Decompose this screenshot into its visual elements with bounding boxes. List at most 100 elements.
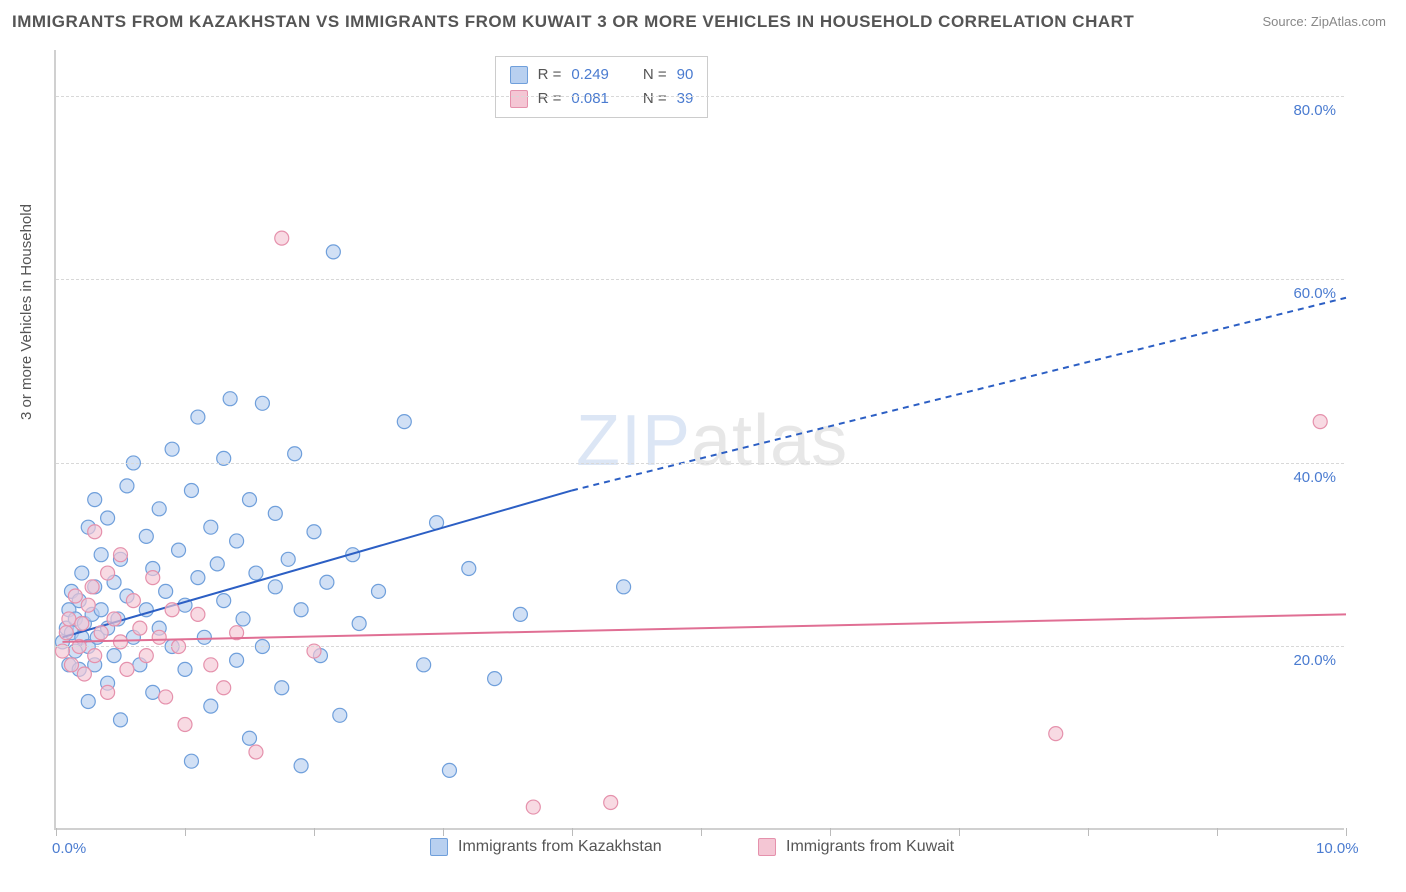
data-point	[75, 617, 89, 631]
data-point	[294, 603, 308, 617]
series-legend-item: Immigrants from Kazakhstan	[430, 838, 662, 856]
data-point	[223, 392, 237, 406]
data-point	[62, 612, 76, 626]
data-point	[191, 410, 205, 424]
legend-swatch	[510, 66, 528, 84]
data-point	[81, 598, 95, 612]
data-point	[114, 548, 128, 562]
series-legend-item: Immigrants from Kuwait	[758, 838, 954, 856]
data-point	[352, 617, 366, 631]
data-point	[268, 580, 282, 594]
data-point	[230, 653, 244, 667]
data-point	[333, 708, 347, 722]
data-point	[107, 612, 121, 626]
data-point	[268, 506, 282, 520]
data-point	[397, 415, 411, 429]
data-point	[197, 630, 211, 644]
data-point	[159, 690, 173, 704]
x-tick-mark	[1088, 828, 1089, 836]
data-point	[114, 713, 128, 727]
data-point	[120, 662, 134, 676]
data-point	[139, 529, 153, 543]
data-point	[59, 626, 73, 640]
correlation-legend: R =0.249N =90R =0.081N =39	[495, 56, 709, 118]
data-point	[101, 685, 115, 699]
data-point	[139, 649, 153, 663]
grid-line	[56, 463, 1344, 464]
data-point	[230, 534, 244, 548]
x-tick-label: 0.0%	[52, 840, 86, 857]
grid-line	[56, 96, 1344, 97]
data-point	[146, 685, 160, 699]
series-label: Immigrants from Kazakhstan	[458, 838, 662, 856]
x-tick-mark	[701, 828, 702, 836]
data-point	[178, 662, 192, 676]
series-label: Immigrants from Kuwait	[786, 838, 954, 856]
legend-swatch	[510, 90, 528, 108]
x-tick-mark	[185, 828, 186, 836]
trend-line-solid	[62, 614, 1346, 642]
data-point	[249, 745, 263, 759]
x-tick-mark	[830, 828, 831, 836]
data-point	[288, 447, 302, 461]
x-tick-mark	[1217, 828, 1218, 836]
x-tick-mark	[959, 828, 960, 836]
legend-stat-row: R =0.081N =39	[510, 87, 694, 111]
data-point	[101, 511, 115, 525]
x-tick-label: 10.0%	[1316, 840, 1359, 857]
data-point	[178, 717, 192, 731]
data-point	[184, 483, 198, 497]
y-tick-label: 20.0%	[1293, 652, 1336, 669]
trend-line-dashed	[572, 298, 1346, 491]
data-point	[307, 525, 321, 539]
scatter-chart: ZIPatlas R =0.249N =90R =0.081N =39 20.0…	[54, 50, 1344, 830]
data-point	[191, 571, 205, 585]
source-attribution: Source: ZipAtlas.com	[1262, 14, 1386, 29]
x-tick-mark	[1346, 828, 1347, 836]
data-point	[513, 607, 527, 621]
r-value: 0.081	[571, 87, 609, 111]
grid-line	[56, 279, 1344, 280]
data-point	[94, 548, 108, 562]
chart-title: IMMIGRANTS FROM KAZAKHSTAN VS IMMIGRANTS…	[12, 12, 1134, 32]
trend-line-solid	[62, 490, 572, 637]
data-point	[210, 557, 224, 571]
r-value: 0.249	[571, 63, 609, 87]
data-point	[526, 800, 540, 814]
data-point	[172, 543, 186, 557]
data-point	[77, 667, 91, 681]
data-point	[1049, 727, 1063, 741]
n-value: 90	[677, 63, 694, 87]
data-point	[320, 575, 334, 589]
data-point	[159, 584, 173, 598]
data-point	[326, 245, 340, 259]
data-point	[372, 584, 386, 598]
r-label: R =	[538, 63, 562, 87]
data-point	[94, 603, 108, 617]
data-point	[101, 566, 115, 580]
data-point	[85, 580, 99, 594]
data-point	[133, 621, 147, 635]
x-tick-mark	[314, 828, 315, 836]
n-value: 39	[677, 87, 694, 111]
legend-swatch	[430, 838, 448, 856]
data-point	[165, 442, 179, 456]
data-point	[217, 594, 231, 608]
data-point	[275, 681, 289, 695]
x-tick-mark	[572, 828, 573, 836]
data-point	[152, 630, 166, 644]
data-point	[184, 754, 198, 768]
data-point	[204, 699, 218, 713]
data-point	[488, 672, 502, 686]
data-point	[275, 231, 289, 245]
x-tick-mark	[443, 828, 444, 836]
data-point	[68, 589, 82, 603]
data-point	[617, 580, 631, 594]
y-tick-label: 40.0%	[1293, 469, 1336, 486]
data-point	[146, 571, 160, 585]
data-point	[191, 607, 205, 621]
data-point	[243, 731, 257, 745]
data-point	[236, 612, 250, 626]
r-label: R =	[538, 87, 562, 111]
data-point	[604, 795, 618, 809]
